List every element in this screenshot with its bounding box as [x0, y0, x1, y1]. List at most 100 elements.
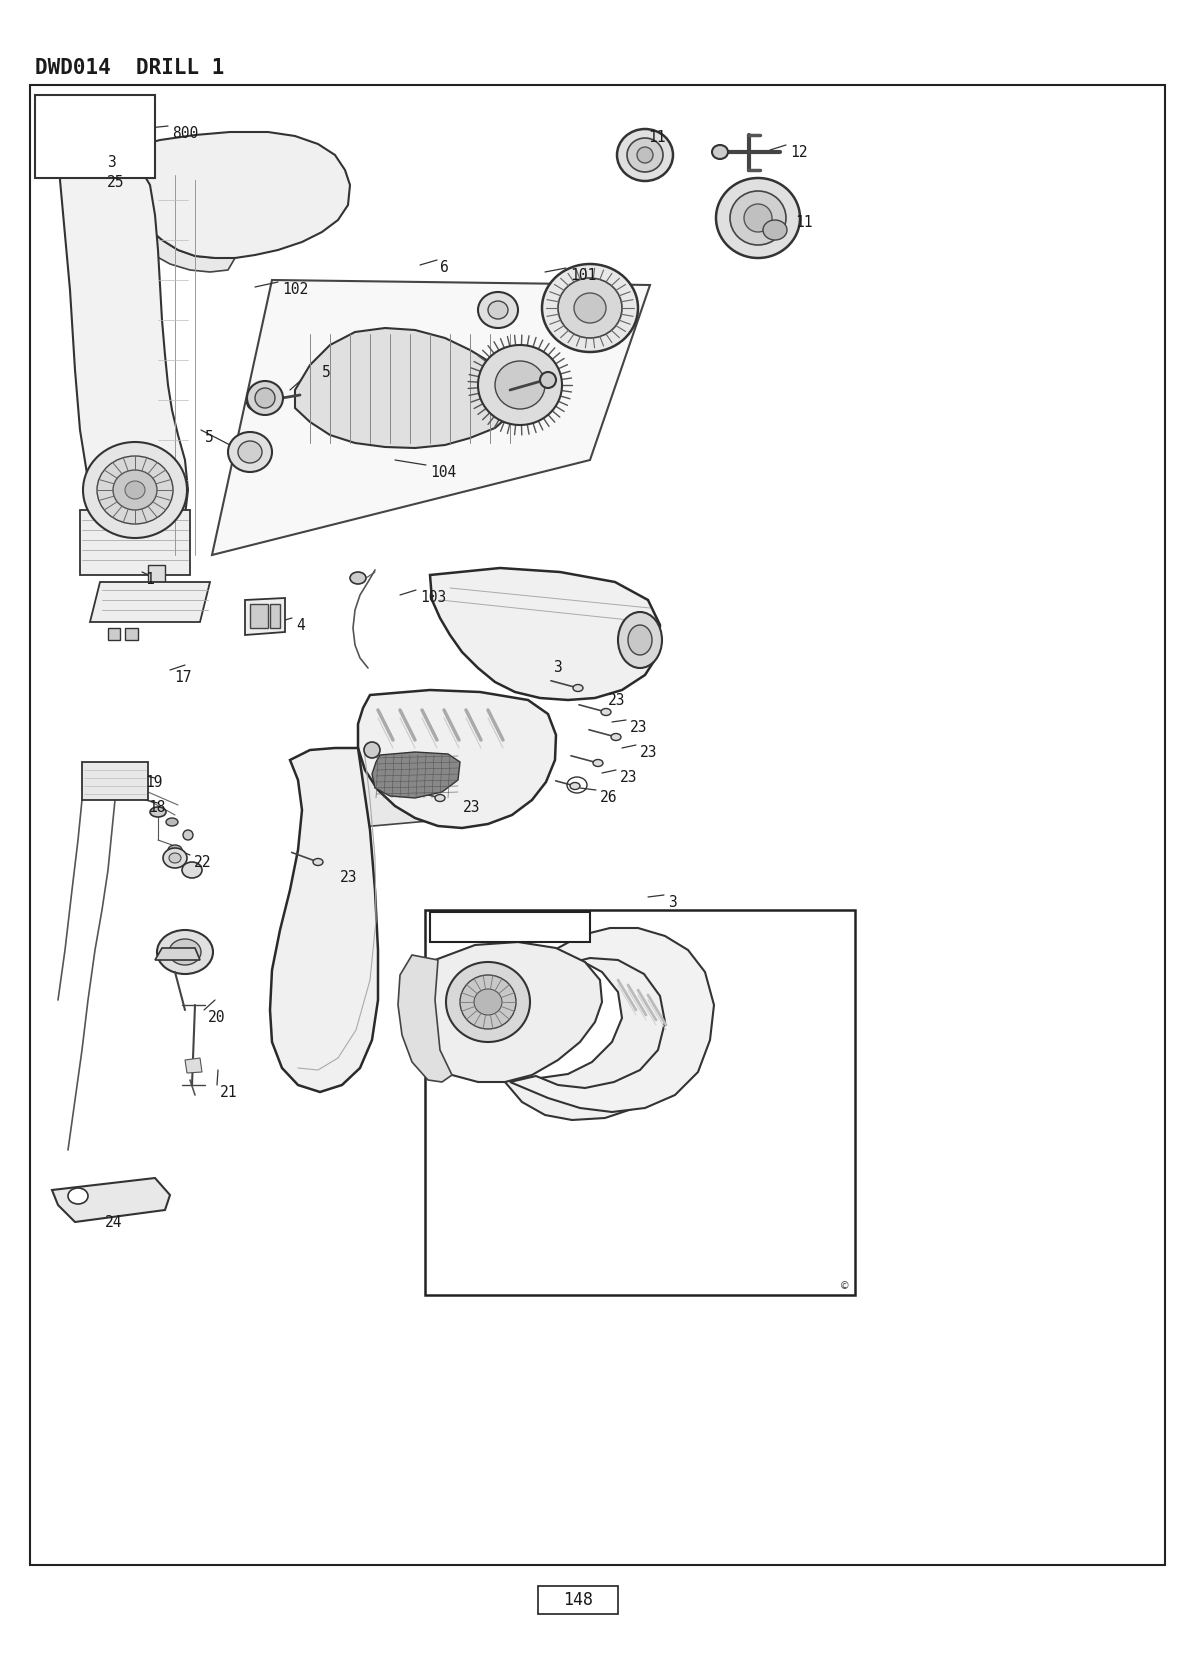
Ellipse shape: [574, 685, 583, 692]
Ellipse shape: [474, 989, 502, 1015]
Polygon shape: [80, 133, 350, 259]
Ellipse shape: [166, 818, 178, 826]
Text: 23: 23: [640, 745, 658, 760]
Ellipse shape: [436, 795, 445, 801]
Ellipse shape: [150, 806, 166, 816]
Ellipse shape: [744, 204, 772, 232]
Text: 22: 22: [194, 854, 211, 869]
Text: 26: 26: [600, 790, 618, 805]
Text: 1: 1: [145, 572, 154, 587]
Ellipse shape: [125, 481, 145, 499]
Text: 11: 11: [648, 129, 666, 144]
Ellipse shape: [601, 708, 611, 715]
Ellipse shape: [97, 456, 173, 524]
Text: 5: 5: [322, 365, 331, 380]
Text: 23: 23: [340, 869, 358, 884]
Text: 12: 12: [790, 144, 808, 159]
Text: 4: 4: [296, 619, 305, 634]
Ellipse shape: [574, 294, 606, 324]
Ellipse shape: [364, 742, 380, 758]
Bar: [35, 95, 155, 178]
Polygon shape: [90, 582, 210, 622]
Ellipse shape: [113, 469, 157, 509]
Bar: [425, 911, 854, 1296]
Polygon shape: [125, 629, 138, 640]
Text: 23: 23: [608, 693, 625, 708]
Polygon shape: [372, 752, 460, 798]
Ellipse shape: [730, 191, 786, 246]
Text: 23: 23: [620, 770, 637, 785]
Ellipse shape: [446, 962, 530, 1042]
Ellipse shape: [478, 345, 562, 425]
Text: 17: 17: [174, 670, 192, 685]
Ellipse shape: [169, 939, 202, 966]
Polygon shape: [505, 947, 706, 1120]
Ellipse shape: [163, 848, 187, 868]
Text: 23: 23: [463, 800, 480, 815]
Text: 3: 3: [553, 660, 562, 675]
Polygon shape: [350, 748, 460, 828]
Bar: [430, 912, 590, 942]
Text: 104: 104: [430, 465, 456, 479]
Polygon shape: [155, 947, 200, 961]
Polygon shape: [212, 280, 650, 556]
Ellipse shape: [238, 441, 262, 463]
Ellipse shape: [460, 975, 516, 1029]
Text: 18: 18: [148, 800, 166, 815]
Polygon shape: [148, 566, 166, 582]
Ellipse shape: [83, 441, 187, 538]
Ellipse shape: [570, 783, 580, 790]
Ellipse shape: [628, 138, 662, 173]
Text: 5: 5: [205, 430, 214, 445]
Ellipse shape: [256, 388, 275, 408]
Ellipse shape: [313, 858, 323, 866]
Text: 102: 102: [282, 282, 308, 297]
Polygon shape: [185, 1058, 202, 1073]
Bar: [538, 1586, 618, 1614]
Text: DWD014  DRILL 1: DWD014 DRILL 1: [35, 58, 224, 78]
Polygon shape: [80, 509, 190, 576]
Polygon shape: [52, 1178, 170, 1223]
Ellipse shape: [611, 733, 622, 740]
Text: 19: 19: [145, 775, 162, 790]
Polygon shape: [245, 597, 286, 635]
Ellipse shape: [228, 431, 272, 473]
Text: 148: 148: [563, 1591, 593, 1609]
Text: 101: 101: [570, 269, 596, 284]
Ellipse shape: [169, 853, 181, 863]
Text: DWD016S: DWD016S: [436, 917, 505, 936]
Text: 3: 3: [668, 894, 677, 911]
Ellipse shape: [628, 625, 652, 655]
Ellipse shape: [488, 300, 508, 319]
Ellipse shape: [247, 393, 263, 410]
Ellipse shape: [593, 760, 604, 766]
Text: 800: 800: [172, 126, 198, 141]
Ellipse shape: [68, 1188, 88, 1204]
Ellipse shape: [247, 382, 283, 415]
Ellipse shape: [168, 844, 182, 854]
Ellipse shape: [558, 279, 622, 338]
Polygon shape: [510, 927, 714, 1112]
Polygon shape: [398, 956, 452, 1082]
Text: 103: 103: [420, 591, 446, 606]
Polygon shape: [68, 174, 235, 272]
Text: 25: 25: [107, 174, 125, 191]
Text: 6: 6: [440, 260, 449, 275]
Ellipse shape: [712, 144, 728, 159]
Text: 11: 11: [796, 216, 812, 231]
Ellipse shape: [496, 362, 545, 410]
Polygon shape: [270, 748, 378, 1092]
Polygon shape: [250, 604, 268, 629]
Polygon shape: [60, 149, 188, 557]
Ellipse shape: [763, 221, 787, 241]
Text: 24: 24: [106, 1214, 122, 1229]
Bar: [30, 85, 1165, 1564]
Text: 20: 20: [208, 1010, 226, 1025]
Ellipse shape: [182, 830, 193, 839]
Text: 21: 21: [220, 1085, 238, 1100]
Polygon shape: [82, 761, 148, 800]
Ellipse shape: [618, 612, 662, 669]
Ellipse shape: [637, 148, 653, 163]
Polygon shape: [108, 629, 120, 640]
Ellipse shape: [350, 572, 366, 584]
